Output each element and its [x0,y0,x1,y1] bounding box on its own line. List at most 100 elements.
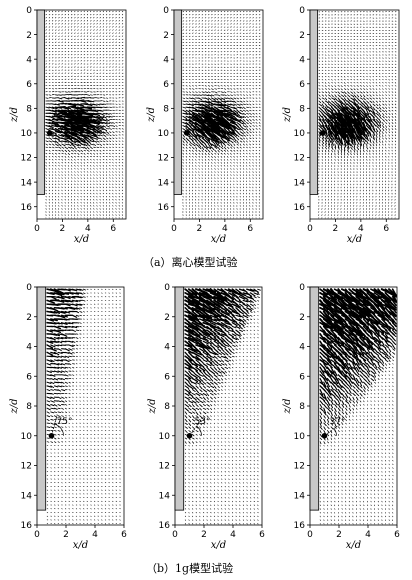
vector-arrow [102,16,104,19]
vector-arrow [198,17,200,19]
vector-arrow [211,162,213,164]
vector-arrow [242,128,247,131]
vector-arrow [121,128,124,130]
vector-arrow [118,47,120,50]
vector-arrow [195,103,202,106]
vector-arrow [58,97,63,100]
vector-arrow [86,146,90,150]
vector-arrow [249,189,251,192]
vector-arrow [182,177,184,179]
vector-arrow [255,122,258,124]
vector-arrow [182,115,188,119]
vector-arrow [337,134,342,142]
vector-arrow [182,26,184,28]
vector-arrow [93,26,95,28]
vector-arrow [233,152,235,155]
vector-arrow [385,69,387,71]
vector-arrow [334,94,337,98]
vector-arrow [58,41,60,43]
vector-arrow [99,183,101,185]
vector-arrow [90,63,92,65]
vector-arrow [230,140,234,144]
vector-arrow [217,103,225,107]
vector-arrow [242,146,245,149]
vector-arrow [226,131,235,136]
vector-arrow [236,143,239,146]
vector-arrow [86,19,88,22]
vector-arrow [99,152,102,155]
vector-arrow [334,159,336,161]
vector-arrow [102,177,104,179]
vector-arrow [343,149,346,153]
vector-arrow [45,171,47,173]
vector-arrow [55,211,57,213]
vector-arrow [74,32,76,34]
vector-arrow [331,82,334,84]
vector-arrow [102,171,104,173]
vector-arrow [74,26,76,28]
vector-arrow [324,109,329,115]
vector-arrow [99,109,104,112]
vector-arrow [48,29,51,31]
vector-arrow [61,13,63,16]
vector-arrow [318,146,320,150]
vector-arrow [258,119,261,121]
vector-arrow [92,118,102,124]
vector-arrow [350,100,356,105]
vector-arrow [96,20,98,22]
vector-arrow [182,97,186,100]
vector-arrow [239,165,242,167]
vector-arrow [192,146,195,150]
vector-arrow [249,122,252,125]
vector-arrow [105,155,108,158]
vector-arrow [249,11,251,13]
vector-arrow [121,41,124,43]
vector-arrow [318,94,321,97]
vector-arrow [321,149,324,153]
vector-arrow [331,97,336,101]
vector-arrow [189,20,191,22]
y-tick-label: 12 [21,154,32,164]
vector-arrow [252,11,254,13]
vector-arrow [86,134,94,139]
vector-arrow [112,32,114,34]
vector-arrow [182,106,187,109]
vector-arrow [64,159,67,161]
vector-arrow [64,146,69,150]
x-tick-label: 6 [247,224,253,234]
vector-arrow [112,143,114,146]
vector-arrow [331,72,333,75]
vector-arrow [109,196,111,198]
vector-arrow [89,137,95,141]
vector-arrow [121,174,124,176]
vector-arrow [198,91,201,93]
vector-arrow [227,149,229,152]
vector-arrow [83,208,85,210]
vector-arrow [331,94,334,98]
vector-arrow [61,96,66,99]
vector-arrow [249,146,251,149]
vector-arrow [118,214,120,216]
vector-arrow [67,50,70,53]
vector-arrow [90,23,92,25]
vector-arrow [246,106,249,108]
vector-arrow [188,152,191,155]
vector-arrow [220,162,222,164]
vector-arrow [246,159,248,161]
vector-arrow [86,29,89,31]
vector-arrow [70,162,73,164]
vector-field [318,11,397,219]
vector-arrow [223,100,229,103]
vector-arrow [121,47,124,50]
vector-arrow [57,109,68,114]
vector-arrow [227,143,230,146]
vector-arrow [195,149,198,152]
vector-arrow [378,76,381,78]
vector-arrow [182,152,184,155]
vector-arrow [182,159,184,161]
vector-arrow [74,177,76,179]
vector-arrow [195,85,198,87]
vector-arrow [115,38,117,40]
vector-arrow [115,186,117,189]
